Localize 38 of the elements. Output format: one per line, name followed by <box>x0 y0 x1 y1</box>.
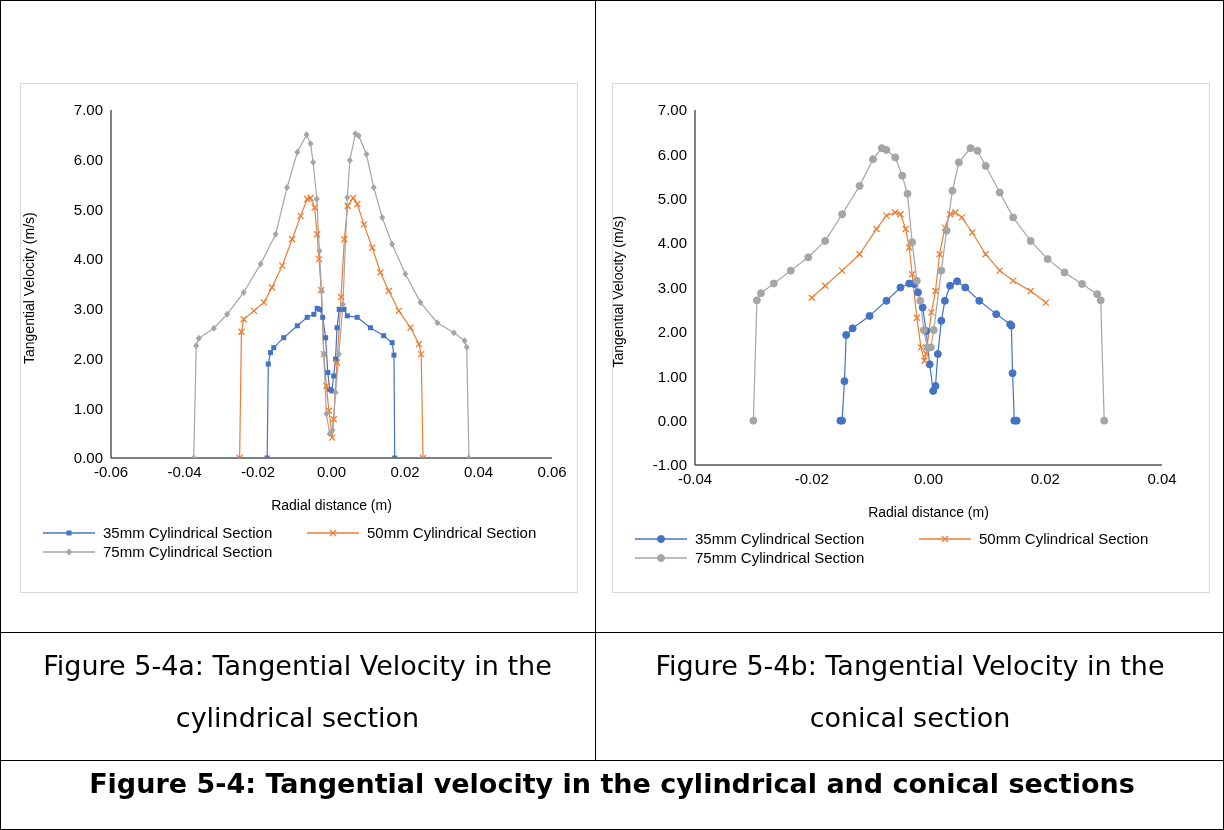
legend-label: 75mm Cylindrical Section <box>695 549 865 566</box>
y-tick-label: 3.00 <box>657 278 687 296</box>
y-tick-label: 4.00 <box>657 234 687 252</box>
legend-label: 50mm Cylindrical Section <box>979 530 1149 547</box>
y-tick-label: 7.00 <box>73 101 103 119</box>
x-tick-label: 0.04 <box>1147 469 1177 487</box>
y-tick-label: 6.00 <box>657 145 687 163</box>
y-tick-label: 5.00 <box>73 200 103 218</box>
x-tick-label: 0.06 <box>537 462 567 480</box>
x-axis-title: Radial distance (m) <box>271 497 392 513</box>
y-tick-label: 5.00 <box>657 190 687 208</box>
y-tick-label: 3.00 <box>73 300 103 318</box>
x-axis-title: Radial distance (m) <box>868 504 989 520</box>
legend-label: 75mm Cylindrical Section <box>103 543 273 560</box>
y-tick-label: 1.00 <box>657 367 687 385</box>
legend-label: 35mm Cylindrical Section <box>103 524 273 541</box>
x-tick-label: 0.04 <box>463 462 494 480</box>
x-tick-label: 0.00 <box>316 462 347 480</box>
x-tick-label: 0.02 <box>390 462 420 480</box>
x-tick-label: 0.00 <box>913 469 944 487</box>
x-tick-label: -0.02 <box>240 462 276 480</box>
x-tick-label: -0.04 <box>167 462 202 480</box>
text: Figure 5-4b: Tangential Velocity in the conical section <box>654 649 1166 735</box>
legend-label: 50mm Cylindrical Section <box>367 524 537 541</box>
legend-label: 35mm Cylindrical Section <box>695 530 865 547</box>
y-tick-label: 2.00 <box>657 323 687 341</box>
y-tick-label: 6.00 <box>73 151 103 169</box>
y-tick-label: 7.00 <box>657 101 687 119</box>
y-axis-title: Tangential Velocity (m/s) <box>20 212 37 364</box>
y-tick-label: 2.00 <box>73 349 103 367</box>
y-tick-label: 4.00 <box>73 250 103 268</box>
caption: Figure 5-4: Tangential velocity in the cylindrical and conical sections <box>88 768 1136 799</box>
text: Figure 5-4a: Tangential Velocity in the cylindrical section <box>42 649 553 735</box>
x-tick-label: 0.02 <box>1030 469 1060 487</box>
y-tick-label: 0.00 <box>657 411 687 429</box>
x-tick-label: -0.02 <box>794 469 829 487</box>
y-tick-label: 1.00 <box>73 399 103 417</box>
y-axis-title: Tangential Velocity (m/s) <box>609 215 626 368</box>
